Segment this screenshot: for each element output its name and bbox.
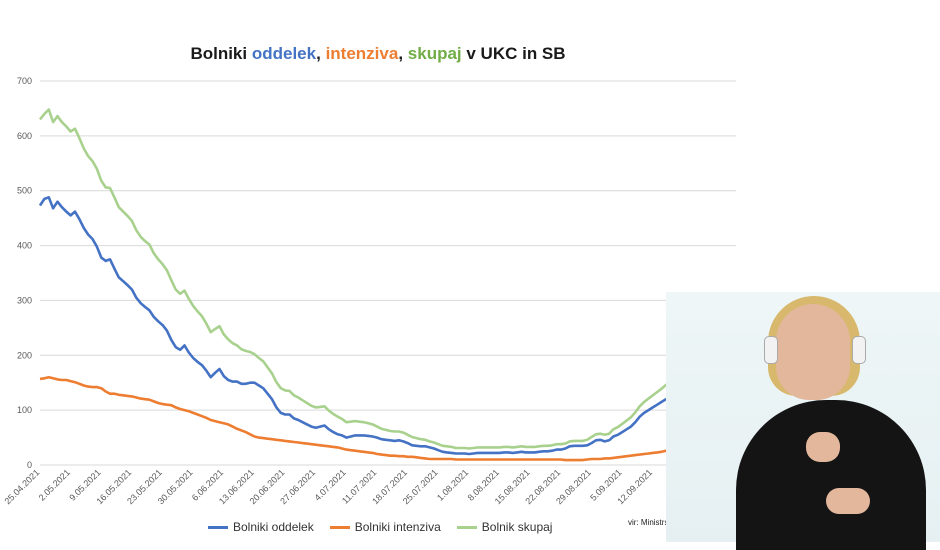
- y-tick-label: 600: [17, 131, 32, 141]
- headphone-right-icon: [852, 336, 866, 364]
- legend-item-intenziva: Bolniki intenziva: [329, 520, 441, 534]
- chart-legend: Bolniki oddelek Bolniki intenziva Bolnik…: [208, 520, 552, 534]
- headphone-left-icon: [764, 336, 778, 364]
- legend-swatch-oddelek: [208, 525, 228, 529]
- y-tick-label: 200: [17, 350, 32, 360]
- y-tick-label: 300: [17, 295, 32, 305]
- legend-item-oddelek: Bolniki oddelek: [208, 520, 314, 534]
- series-line-1: [39, 375, 742, 462]
- interpreter-face: [776, 304, 850, 400]
- legend-swatch-intenziva: [329, 525, 350, 529]
- y-tick-label: 400: [17, 241, 32, 251]
- legend-label-intenziva: Bolniki intenziva: [354, 520, 441, 534]
- series-line-2: [38, 108, 738, 450]
- sign-language-interpreter-video: [666, 292, 940, 550]
- chart-title: Bolniki oddelek, intenziva, skupaj v UKC…: [0, 44, 756, 64]
- legend-swatch-skupaj: [456, 525, 477, 529]
- x-tick-label: 25.04.2021: [2, 467, 41, 506]
- x-tick-label: 1.08.2021: [435, 467, 470, 502]
- y-tick-label: 500: [17, 186, 32, 196]
- series-line-0: [38, 196, 738, 456]
- title-separator-1: ,: [316, 44, 321, 63]
- y-tick-label: 0: [27, 460, 32, 470]
- title-part-ukc: v UKC in SB: [466, 44, 566, 63]
- title-separator-2: ,: [398, 44, 404, 63]
- legend-label-skupaj: Bolnik skupaj: [481, 520, 553, 534]
- interpreter-hand-lower: [826, 488, 870, 514]
- x-tick-label: 2.05.2021: [37, 467, 72, 502]
- title-part-skupaj: skupaj: [407, 44, 462, 63]
- interpreter-body: [736, 400, 926, 550]
- legend-item-skupaj: Bolnik skupaj: [456, 520, 553, 534]
- title-part-bolniki: Bolniki: [190, 44, 248, 63]
- title-part-intenziva: intenziva: [325, 44, 399, 63]
- y-tick-label: 100: [17, 405, 32, 415]
- legend-label-oddelek: Bolniki oddelek: [233, 520, 314, 534]
- y-tick-label: 700: [17, 76, 32, 86]
- interpreter-hand-upper: [806, 432, 840, 462]
- title-part-oddelek: oddelek: [251, 44, 317, 63]
